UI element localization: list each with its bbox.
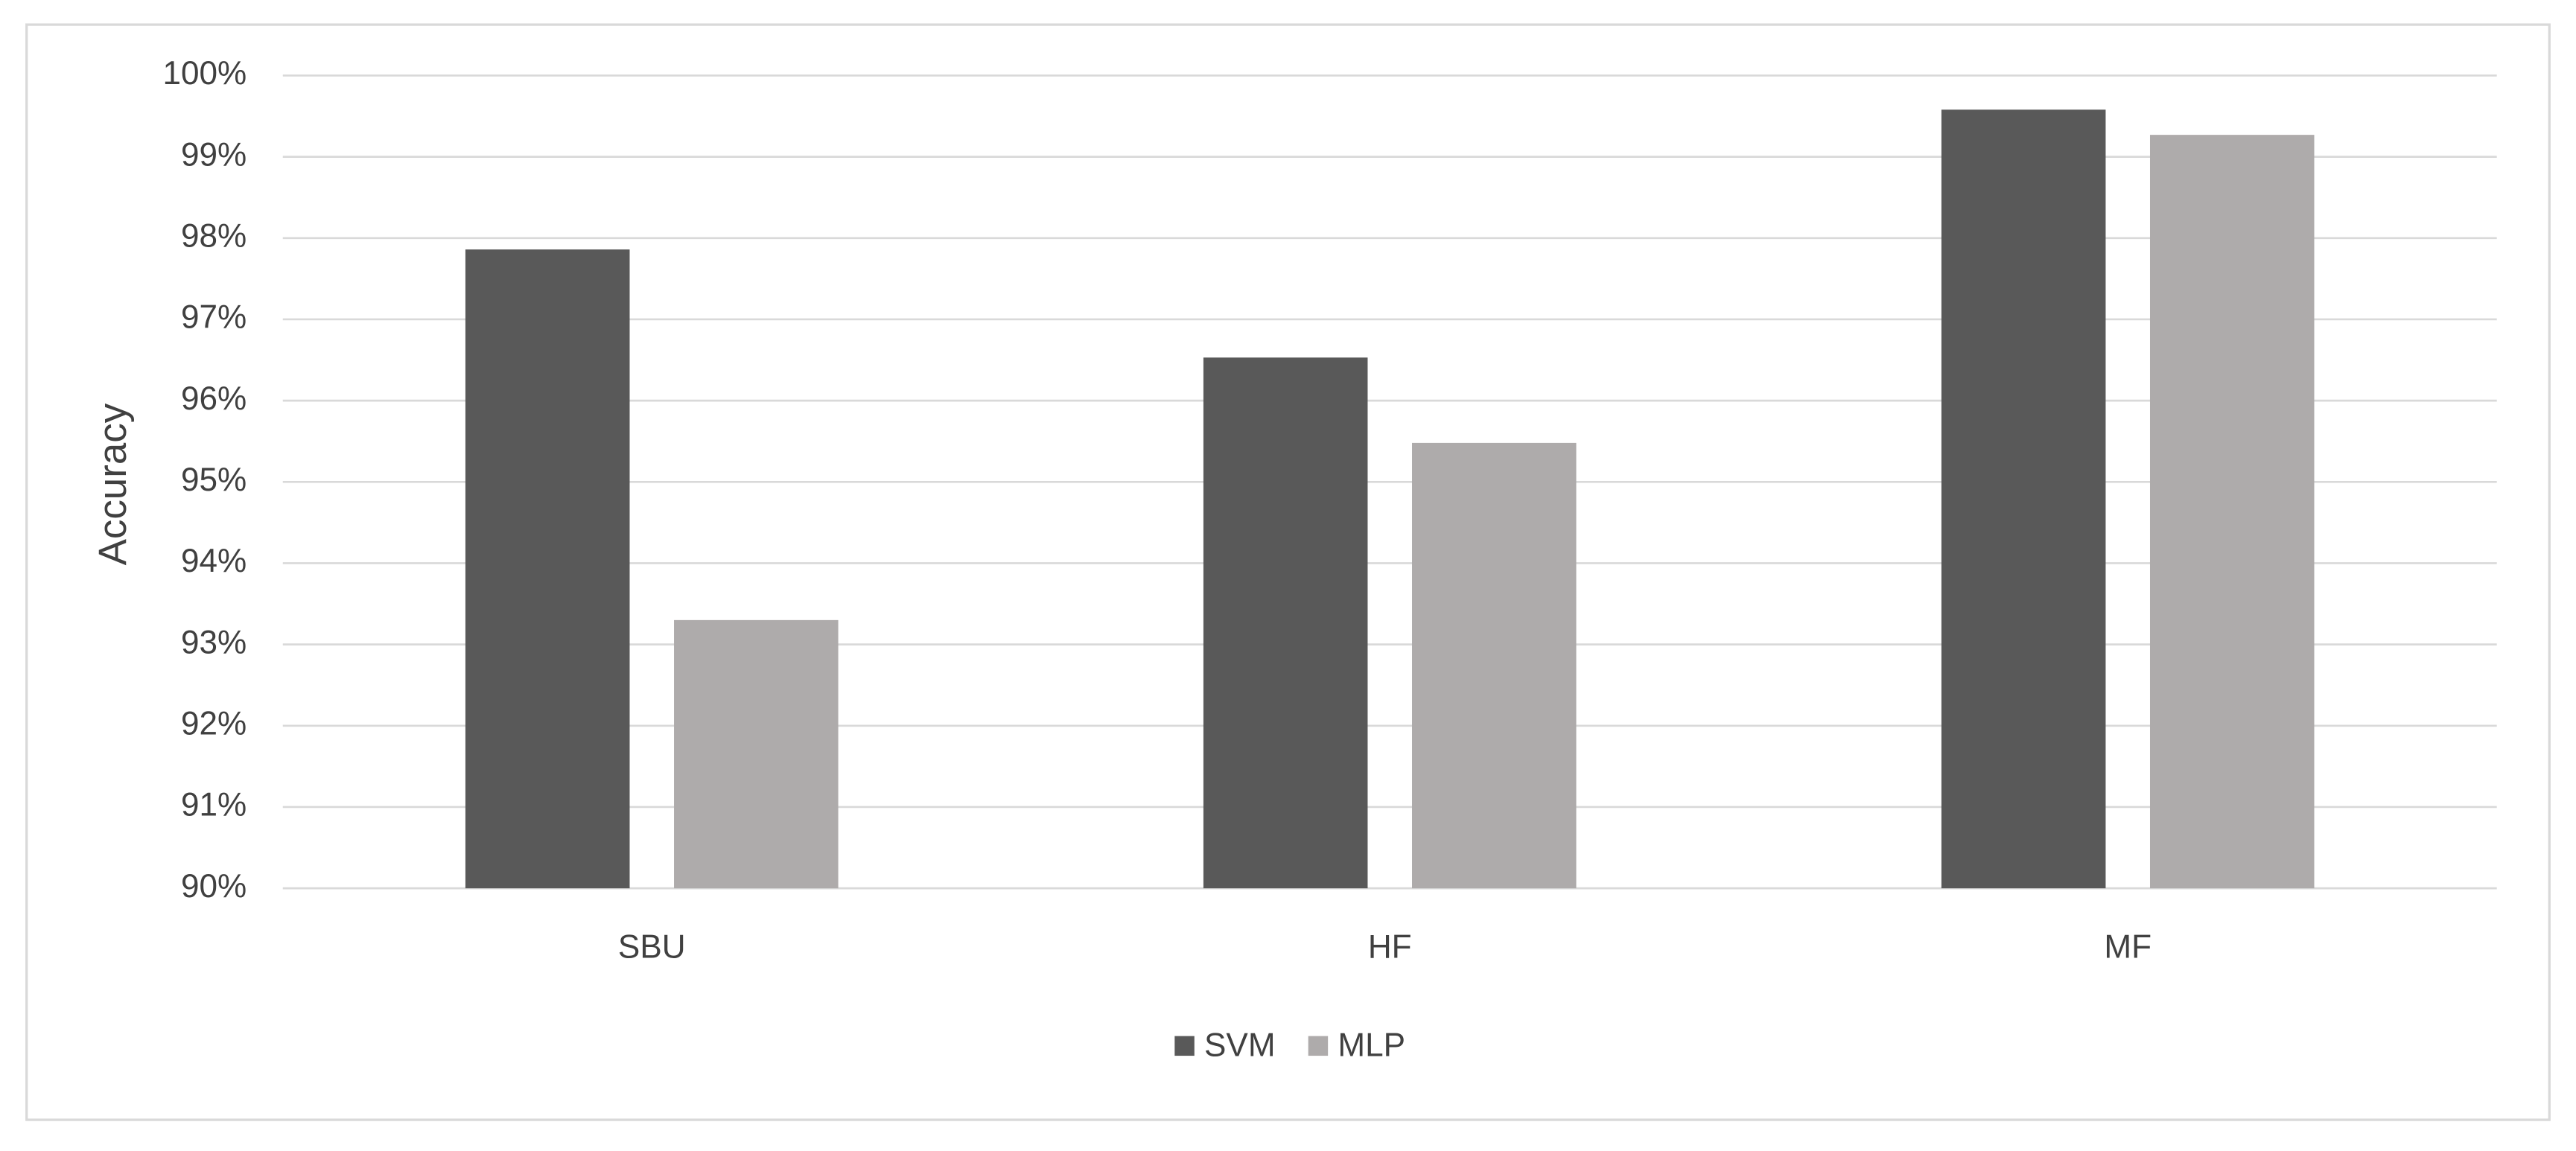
legend-swatch: [1174, 1036, 1195, 1056]
y-tick-label: 94%: [181, 543, 247, 579]
y-tick-label: 99%: [181, 136, 247, 173]
y-tick-label: 100%: [162, 55, 247, 92]
x-tick-label: HF: [1368, 928, 1412, 965]
y-tick-label: 91%: [181, 787, 247, 823]
y-tick-label: 96%: [181, 380, 247, 417]
legend-label: MLP: [1338, 1027, 1405, 1064]
y-tick-label: 93%: [181, 624, 247, 660]
bar: [674, 619, 839, 889]
y-tick-label: 97%: [181, 299, 247, 336]
bar: [1941, 109, 2106, 889]
y-tick-label: 98%: [181, 217, 247, 254]
y-tick-label: 92%: [181, 705, 247, 742]
legend-label: SVM: [1204, 1027, 1276, 1064]
legend-swatch: [1308, 1036, 1329, 1056]
y-tick-label: 90%: [181, 868, 247, 905]
bar: [2149, 135, 2315, 889]
bar: [465, 249, 630, 889]
bar: [1203, 357, 1368, 889]
x-tick-label: MF: [2104, 928, 2152, 965]
x-tick-label: SBU: [618, 928, 686, 965]
y-axis-label: Accuracy: [91, 403, 135, 565]
y-tick-label: 95%: [181, 462, 247, 498]
bar: [1412, 442, 1577, 889]
